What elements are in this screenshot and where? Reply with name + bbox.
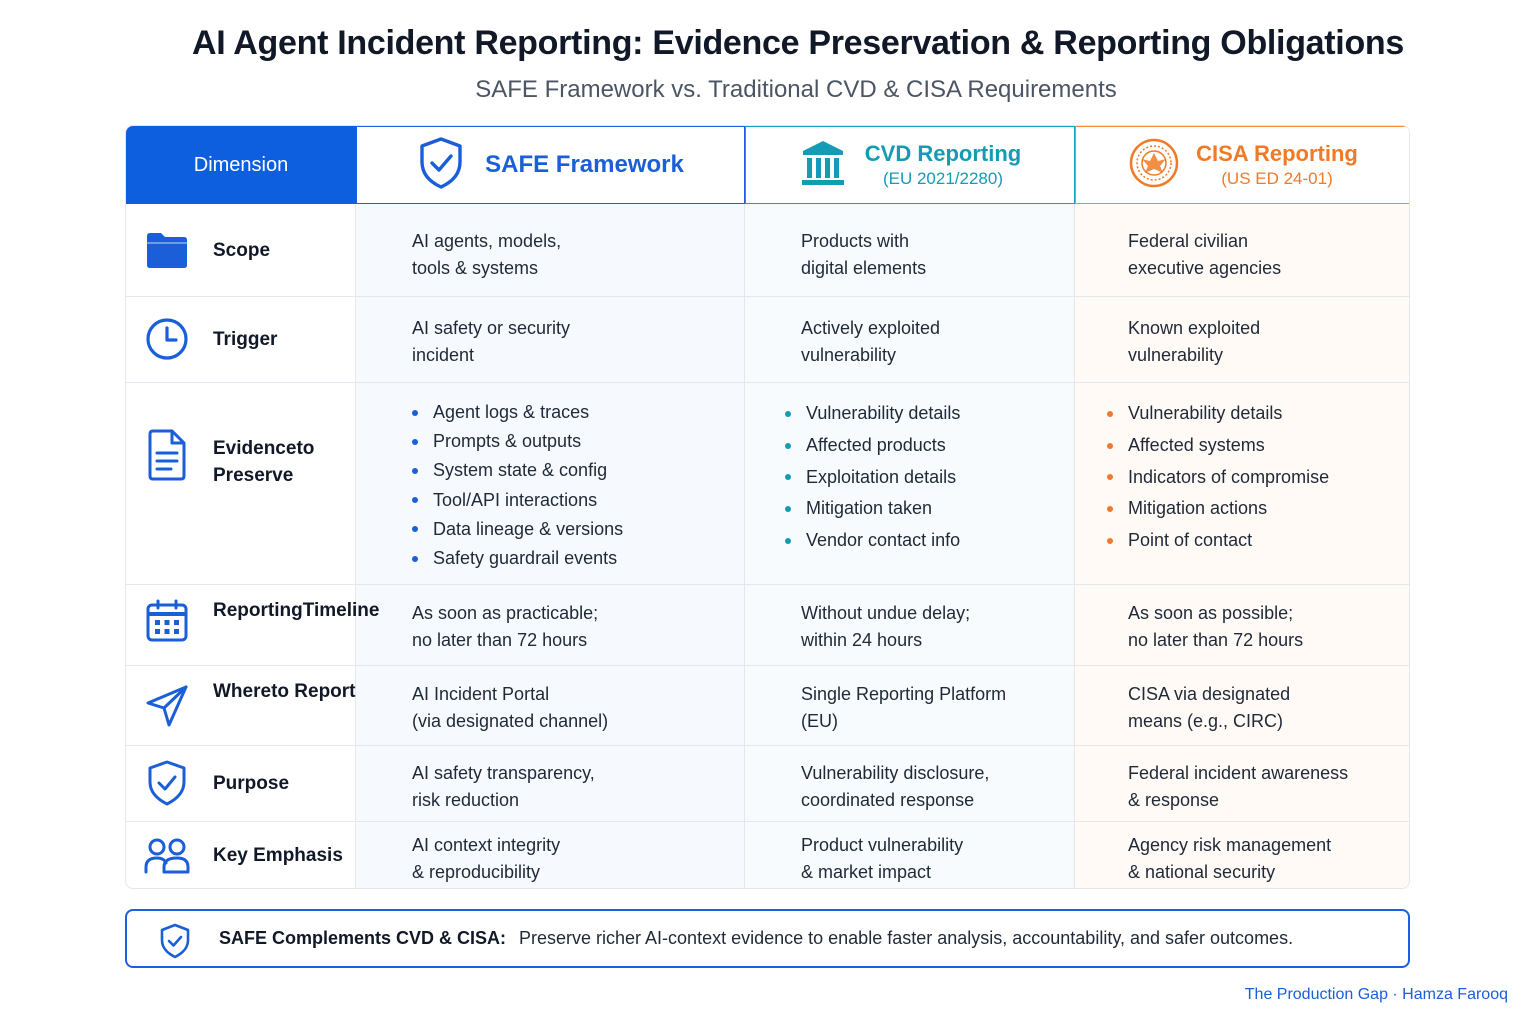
row-trigger-safe: AI safety or security incident bbox=[412, 318, 571, 365]
header-dimension-label: Dimension bbox=[193, 153, 289, 176]
header-cvd: CVD Reporting (EU 2021/2280) bbox=[745, 126, 1075, 204]
calendar-icon bbox=[144, 598, 190, 644]
row-trigger-label: Trigger bbox=[213, 328, 278, 350]
header-dimension: Dimension bbox=[126, 126, 356, 204]
list-item: Exploitation details bbox=[783, 462, 960, 494]
list-item: Indicators of compromise bbox=[1105, 462, 1329, 494]
column-divider bbox=[1074, 126, 1075, 888]
page-subtitle: SAFE Framework vs. Traditional CVD & CIS… bbox=[475, 76, 1117, 103]
row-timeline-cvd: Without undue delay; within 24 hours bbox=[801, 603, 971, 650]
shield-check-icon bbox=[159, 923, 191, 964]
list-item: Tool/API interactions bbox=[410, 486, 623, 515]
column-divider bbox=[355, 126, 356, 888]
column-divider bbox=[744, 126, 745, 888]
row-purpose-dimension: Purpose bbox=[126, 745, 356, 821]
row-evidence-cvd-list: Vulnerability details Affected products … bbox=[783, 398, 960, 557]
list-item: Vulnerability details bbox=[1105, 398, 1329, 430]
row-purpose-safe: AI safety transparency, risk reduction bbox=[412, 763, 595, 810]
row-divider bbox=[126, 665, 1409, 666]
list-item: Affected products bbox=[783, 430, 960, 462]
comparison-table: Dimension SAFE Framework CVD Reporting (… bbox=[125, 125, 1410, 889]
row-trigger-cvd: Actively exploited vulnerability bbox=[801, 318, 941, 365]
row-emphasis-safe: AI context integrity & reproducibility bbox=[412, 835, 561, 882]
list-item: Affected systems bbox=[1105, 430, 1329, 462]
row-scope-dimension: Scope bbox=[126, 204, 356, 296]
shield-check-icon bbox=[144, 760, 190, 806]
header-cisa-name: CISA Reporting bbox=[1196, 141, 1358, 166]
row-purpose-label: Purpose bbox=[213, 772, 290, 794]
row-emphasis-dimension: Key Emphasis bbox=[126, 821, 356, 888]
document-icon bbox=[144, 429, 190, 481]
row-evidence-cisa-list: Vulnerability details Affected systems I… bbox=[1105, 398, 1329, 557]
header-safe-name: SAFE Framework bbox=[485, 151, 684, 178]
row-divider bbox=[126, 745, 1409, 746]
row-divider bbox=[126, 382, 1409, 383]
list-item: Safety guardrail events bbox=[410, 544, 623, 573]
row-timeline-dimension: ReportingTimeline bbox=[126, 584, 379, 665]
list-item: Mitigation taken bbox=[783, 493, 960, 525]
row-emphasis-cvd: Product vulnerability & market impact bbox=[801, 835, 964, 882]
row-where-cisa: CISA via designated means (e.g., CIRC) bbox=[1128, 684, 1291, 731]
row-divider bbox=[126, 296, 1409, 297]
row-evidence-dimension: Evidenceto Preserve bbox=[126, 382, 356, 584]
row-where-safe: AI Incident Portal (via designated channe… bbox=[412, 684, 609, 731]
row-where-cvd: Single Reporting Platform (EU) bbox=[801, 684, 1007, 731]
header-cisa: CISA Reporting (US ED 24-01) bbox=[1075, 126, 1409, 204]
summary-callout-text: Preserve richer AI-context evidence to e… bbox=[519, 928, 1294, 948]
summary-callout-heading: SAFE Complements CVD & CISA: bbox=[219, 928, 507, 948]
list-item: System state & config bbox=[410, 456, 623, 485]
row-scope-cvd: Products with digital elements bbox=[801, 231, 927, 278]
bank-building-icon bbox=[799, 138, 847, 193]
list-item: Prompts & outputs bbox=[410, 427, 623, 456]
row-scope-cisa: Federal civilian executive agencies bbox=[1128, 231, 1282, 278]
shield-check-icon bbox=[417, 136, 465, 195]
row-scope-safe: AI agents, models, tools & systems bbox=[412, 231, 562, 278]
clock-icon bbox=[144, 316, 190, 362]
row-where-label: Whereto Report bbox=[213, 681, 356, 702]
header-cvd-sub: (EU 2021/2280) bbox=[882, 169, 1003, 188]
row-timeline-cisa: As soon as possible; no later than 72 hou… bbox=[1128, 603, 1304, 650]
row-scope-label: Scope bbox=[213, 239, 271, 261]
row-timeline-label: ReportingTimeline bbox=[213, 600, 380, 621]
seal-icon bbox=[1128, 137, 1180, 194]
row-emphasis-label: Key Emphasis bbox=[213, 845, 343, 866]
users-icon bbox=[144, 833, 190, 879]
row-purpose-cisa: Federal incident awareness & response bbox=[1128, 763, 1349, 810]
row-timeline-safe: As soon as practicable; no later than 72 … bbox=[412, 603, 599, 650]
row-emphasis-cisa: Agency risk management & national securit… bbox=[1128, 835, 1332, 882]
credit-line: The Production Gap · Hamza Farooq bbox=[1244, 986, 1508, 1003]
row-trigger-cisa: Known exploited vulnerability bbox=[1128, 318, 1261, 365]
summary-callout: SAFE Complements CVD & CISA: Preserve ri… bbox=[125, 909, 1410, 968]
list-item: Agent logs & traces bbox=[410, 398, 623, 427]
list-item: Data lineage & versions bbox=[410, 515, 623, 544]
row-where-dimension: Whereto Report bbox=[126, 665, 356, 745]
row-trigger-dimension: Trigger bbox=[126, 296, 356, 382]
list-item: Vendor contact info bbox=[783, 525, 960, 557]
row-purpose-cvd: Vulnerability disclosure, coordinated res… bbox=[801, 763, 990, 810]
list-item: Point of contact bbox=[1105, 525, 1329, 557]
row-divider bbox=[126, 584, 1409, 585]
list-item: Vulnerability details bbox=[783, 398, 960, 430]
send-icon bbox=[144, 683, 190, 729]
list-item: Mitigation actions bbox=[1105, 493, 1329, 525]
header-cisa-sub: (US ED 24-01) bbox=[1221, 169, 1333, 188]
row-divider bbox=[126, 821, 1409, 822]
folder-icon bbox=[144, 227, 190, 273]
page-title: AI Agent Incident Reporting: Evidence Pr… bbox=[191, 24, 1404, 62]
header-cvd-name: CVD Reporting bbox=[864, 141, 1022, 166]
row-evidence-label: Evidenceto Preserve bbox=[213, 438, 315, 486]
row-evidence-safe-list: Agent logs & traces Prompts & outputs Sy… bbox=[410, 398, 623, 573]
header-safe: SAFE Framework bbox=[356, 126, 745, 204]
